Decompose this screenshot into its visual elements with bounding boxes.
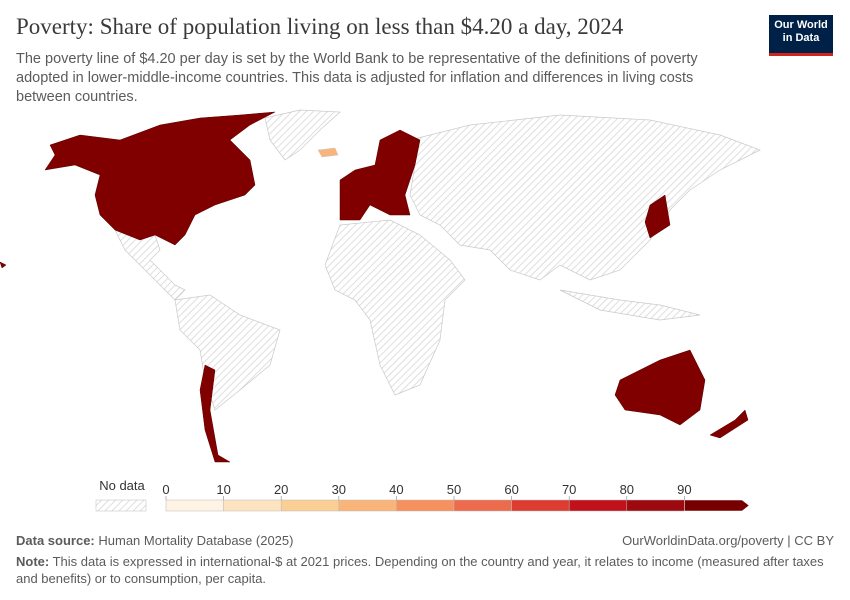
legend: 0 10 20 30 40 50 60 70 80 90 xyxy=(162,482,750,512)
legend-tick-label: 90 xyxy=(677,482,691,497)
data-regions xyxy=(0,111,749,463)
no-data-label: No data xyxy=(99,478,145,493)
legend-tick-label: 30 xyxy=(332,482,346,497)
region xyxy=(44,111,276,246)
region xyxy=(709,409,749,439)
region xyxy=(174,294,281,411)
legend-tick-label: 80 xyxy=(620,482,634,497)
logo-text: Our World in Data xyxy=(774,19,828,44)
legend-tick-label: 20 xyxy=(274,482,288,497)
legend-bin xyxy=(396,499,455,512)
chart-title: Poverty: Share of population living on l… xyxy=(16,14,624,39)
legend-bin xyxy=(626,499,685,512)
region xyxy=(409,114,761,281)
legend-bin xyxy=(453,499,512,512)
region xyxy=(339,129,421,221)
legend-bin xyxy=(568,499,628,512)
region xyxy=(199,364,231,463)
url[interactable]: OurWorldinData.org/poverty | CC BY xyxy=(622,533,834,548)
legend-tick-label: 40 xyxy=(389,482,403,497)
legend-tick-label: 70 xyxy=(562,482,576,497)
legend-bin xyxy=(223,499,282,512)
legend-tick-label: 10 xyxy=(216,482,230,497)
note-label: Note: xyxy=(16,554,50,569)
region xyxy=(644,194,671,239)
legend-bin xyxy=(165,499,224,512)
region xyxy=(317,147,339,158)
region xyxy=(264,109,341,161)
region xyxy=(559,289,701,321)
logo[interactable]: Our World in Data xyxy=(769,15,833,56)
chart-subtitle: The poverty line of $4.20 per day is set… xyxy=(16,51,698,105)
note-line: Note: This data is expressed in internat… xyxy=(16,553,826,587)
map: No data 0 10 20 30 40 50 60 70 80 90 xyxy=(0,109,761,512)
source-line: Data source: Human Mortality Database (2… xyxy=(16,533,293,548)
note: This data is expressed in international-… xyxy=(16,554,824,586)
region xyxy=(324,219,466,396)
legend-bin xyxy=(684,499,750,512)
region xyxy=(614,349,706,426)
legend-bin xyxy=(280,499,340,512)
no-data-regions xyxy=(114,109,761,411)
legend-tick-label: 0 xyxy=(162,482,169,497)
source-label: Data source: xyxy=(16,533,95,548)
region xyxy=(0,261,7,269)
source: Human Mortality Database (2025) xyxy=(98,533,294,548)
legend-tick-label: 50 xyxy=(447,482,461,497)
no-data-swatch xyxy=(95,499,147,512)
legend-bin xyxy=(511,499,570,512)
legend-bin xyxy=(338,499,397,512)
legend-tick-label: 60 xyxy=(504,482,518,497)
